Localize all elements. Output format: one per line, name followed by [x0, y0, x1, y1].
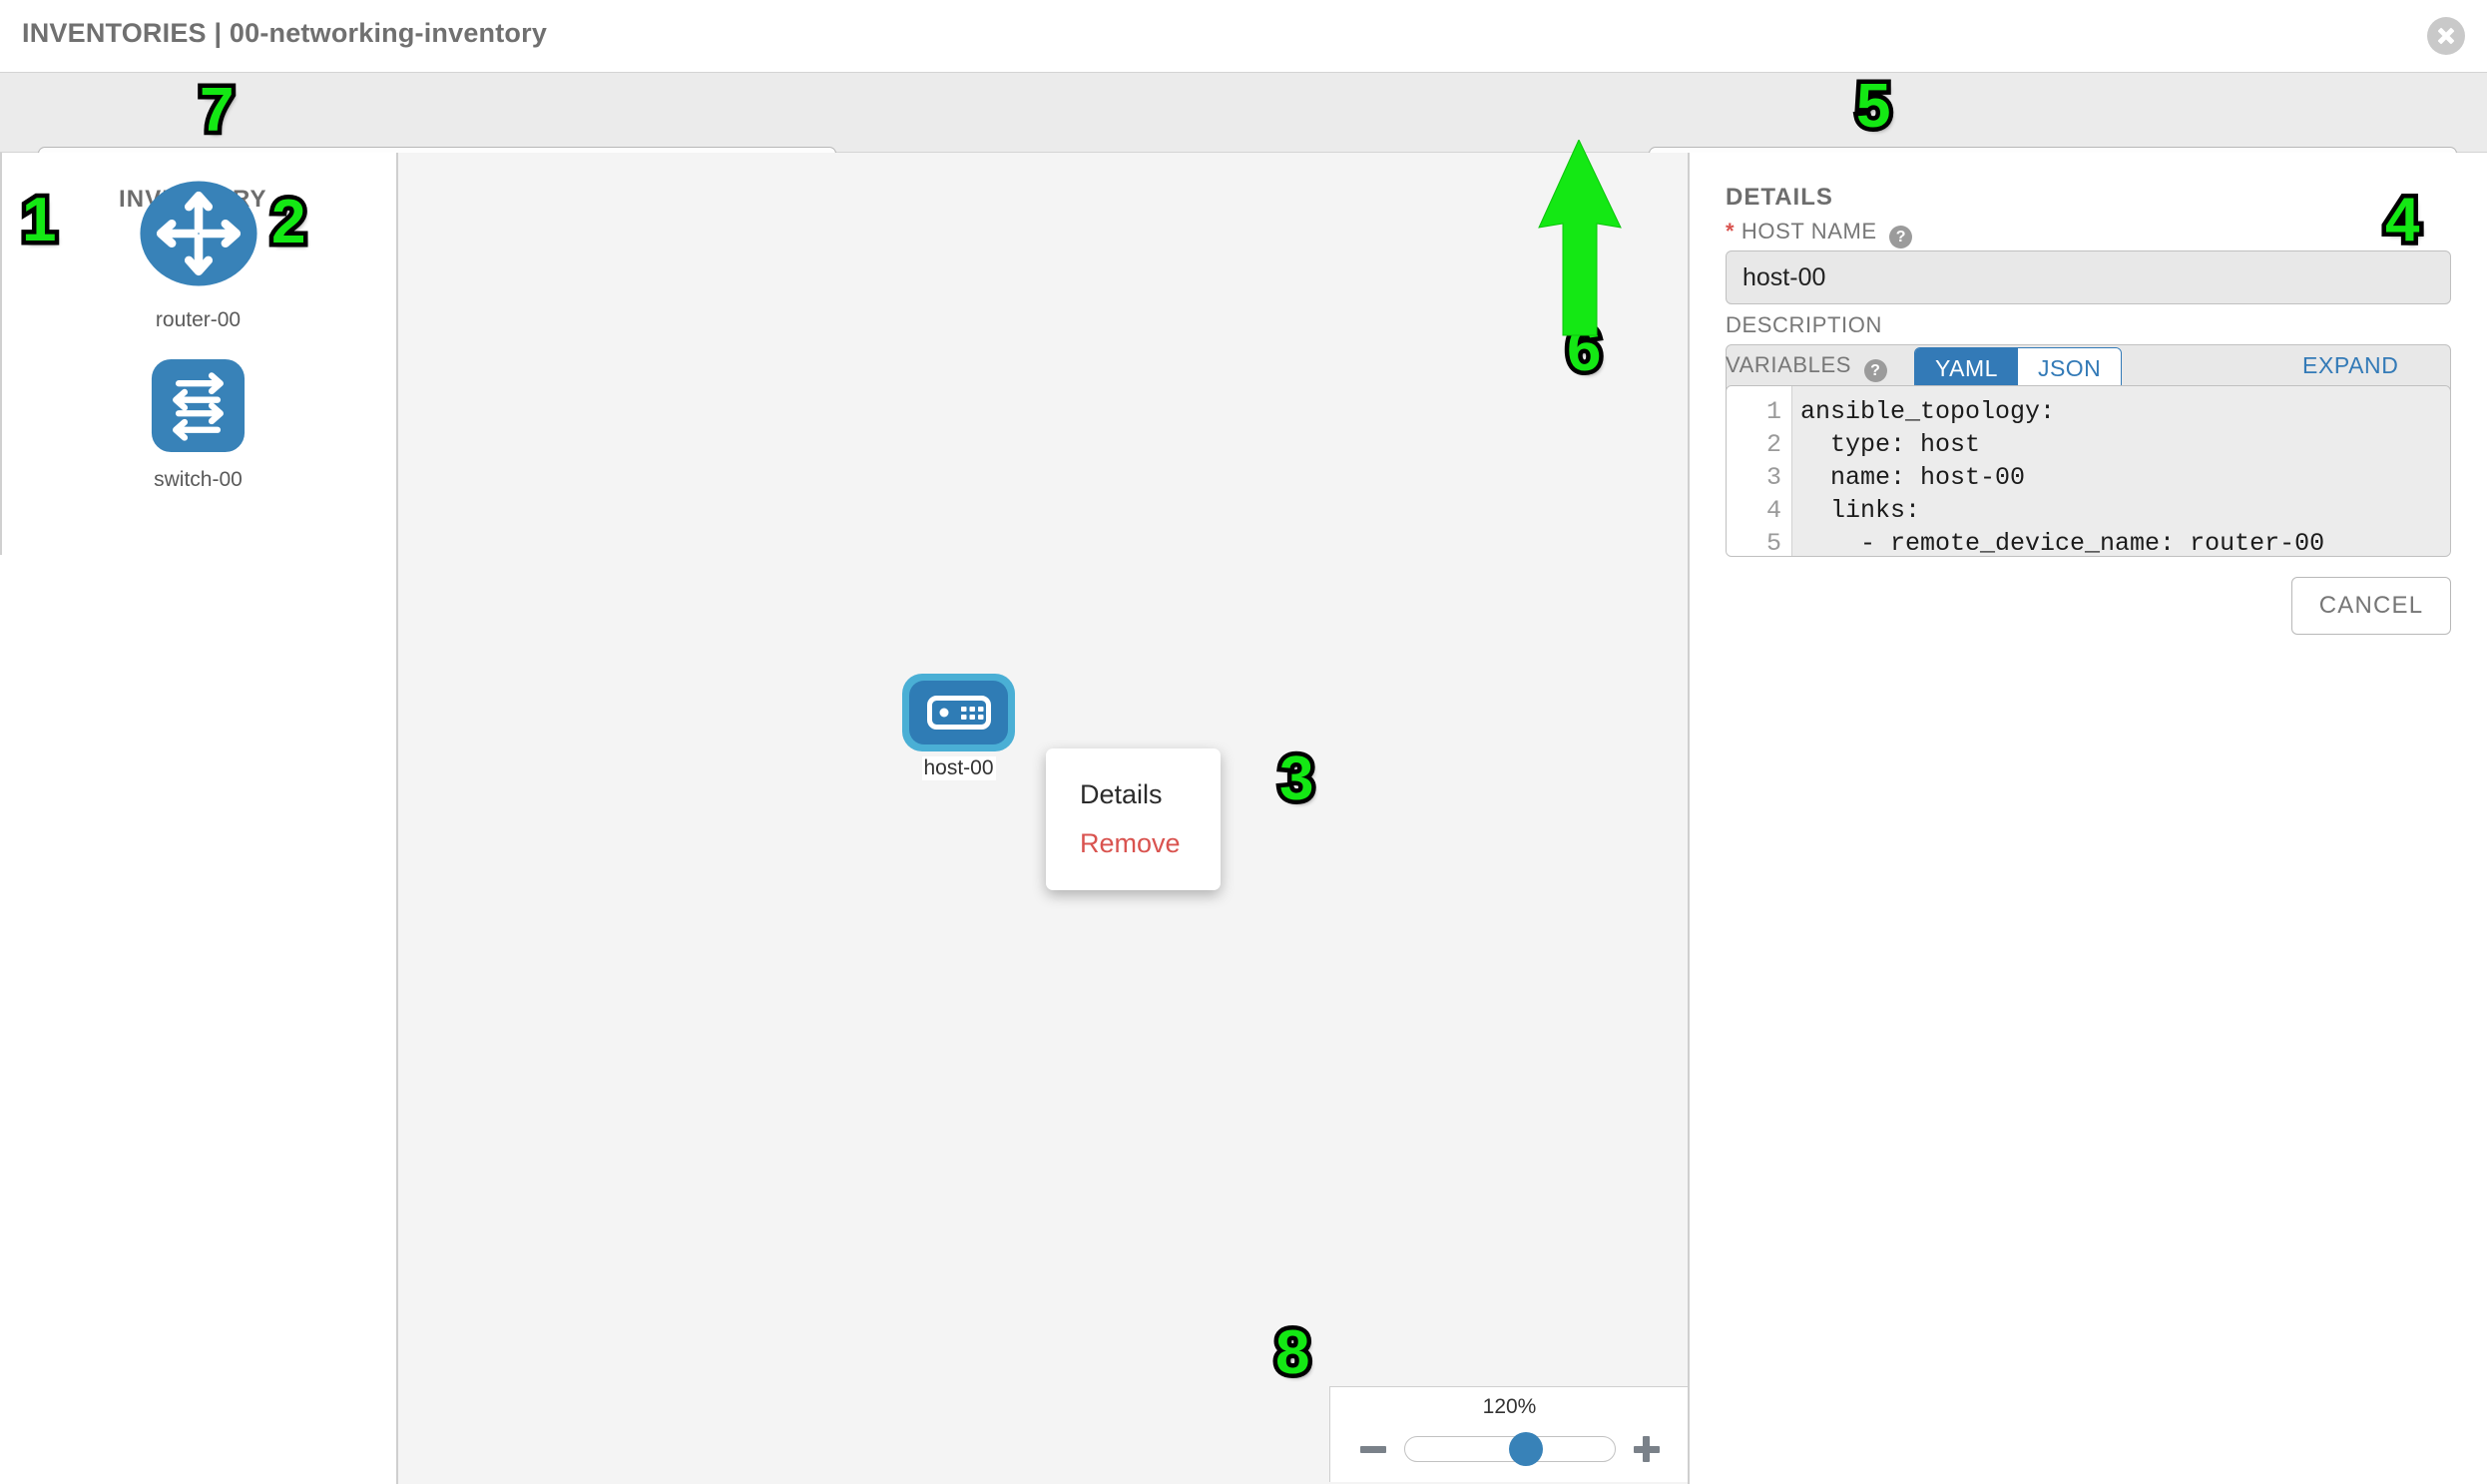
host-name-field[interactable]: host-00	[1726, 250, 2451, 304]
variables-code-text[interactable]: ansible_topology: type: host name: host-…	[1792, 386, 2450, 556]
close-icon[interactable]	[2427, 17, 2465, 55]
code-line: type: host	[1800, 430, 1981, 459]
divider	[0, 153, 2, 555]
context-menu-item-details[interactable]: Details	[1080, 779, 1163, 809]
host-icon	[909, 681, 1008, 744]
topology-node-host-00[interactable]: host-00	[902, 674, 1015, 780]
variables-format-toggle: YAML JSON	[1914, 347, 2123, 390]
required-indicator: *	[1726, 219, 1736, 244]
host-name-value: host-00	[1742, 262, 1826, 291]
node-selection-ring	[902, 674, 1015, 751]
sidebar-item-router-00[interactable]: router-00	[0, 173, 396, 332]
details-panel: DETAILS * HOST NAME ? host-00 DESCRIPTIO…	[1690, 153, 2487, 1484]
code-line: ansible_topology:	[1800, 397, 2056, 426]
node-context-menu[interactable]: Details Remove	[1046, 748, 1221, 890]
zoom-level-label: 120%	[1482, 1395, 1537, 1418]
topology-canvas[interactable]: host-00 Details Remove	[396, 153, 1690, 1484]
zoom-control: 120%	[1329, 1386, 1688, 1482]
node-label: host-00	[921, 756, 996, 780]
line-number: 1	[1765, 397, 1781, 426]
context-menu-item-remove[interactable]: Remove	[1080, 828, 1181, 858]
host-name-label-text: HOST NAME	[1741, 219, 1877, 244]
sidebar-item-label: switch-00	[154, 468, 243, 491]
variables-label: VARIABLES ?	[1726, 352, 1887, 382]
description-label: DESCRIPTION	[1726, 312, 1882, 337]
line-number: 2	[1765, 430, 1781, 459]
tab-json[interactable]: JSON	[2017, 348, 2122, 389]
zoom-in-button[interactable]	[1633, 1436, 1660, 1462]
page-title: INVENTORIES | 00-networking-inventory	[22, 18, 548, 48]
line-number: 3	[1765, 463, 1781, 492]
line-number: 4	[1765, 496, 1781, 525]
switch-icon	[150, 357, 247, 459]
code-line: links:	[1800, 496, 1921, 525]
expand-link[interactable]: EXPAND	[2302, 352, 2399, 378]
tab-yaml[interactable]: YAML	[1915, 348, 2018, 389]
line-number: 5	[1765, 529, 1781, 557]
details-heading: DETAILS	[1726, 184, 1833, 211]
variables-label-text: VARIABLES	[1726, 352, 1852, 377]
variables-editor[interactable]: 1 2 3 4 5 6 7 ansible_topology: type: ho…	[1726, 385, 2451, 557]
toolbar: ACTIONS SEARCH	[0, 72, 2487, 215]
router-icon	[138, 173, 259, 299]
host-name-label: * HOST NAME ?	[1726, 219, 1913, 248]
code-line: name: host-00	[1800, 463, 2026, 492]
cancel-button[interactable]: CANCEL	[2291, 577, 2451, 635]
sidebar-item-switch-00[interactable]: switch-00	[0, 357, 396, 492]
sidebar-item-label: router-00	[155, 308, 242, 331]
zoom-slider-thumb[interactable]	[1509, 1432, 1544, 1466]
help-icon[interactable]: ?	[1889, 226, 1913, 248]
code-line: - remote_device_name: router-00	[1800, 529, 2325, 557]
zoom-slider[interactable]	[1403, 1432, 1616, 1466]
line-number-gutter: 1 2 3 4 5 6 7	[1727, 386, 1792, 556]
title-bar: INVENTORIES | 00-networking-inventory	[0, 0, 2487, 72]
help-icon[interactable]: ?	[1863, 359, 1887, 382]
inventory-sidebar: INVENTORY router-00	[0, 153, 396, 1484]
zoom-out-button[interactable]	[1359, 1436, 1386, 1462]
